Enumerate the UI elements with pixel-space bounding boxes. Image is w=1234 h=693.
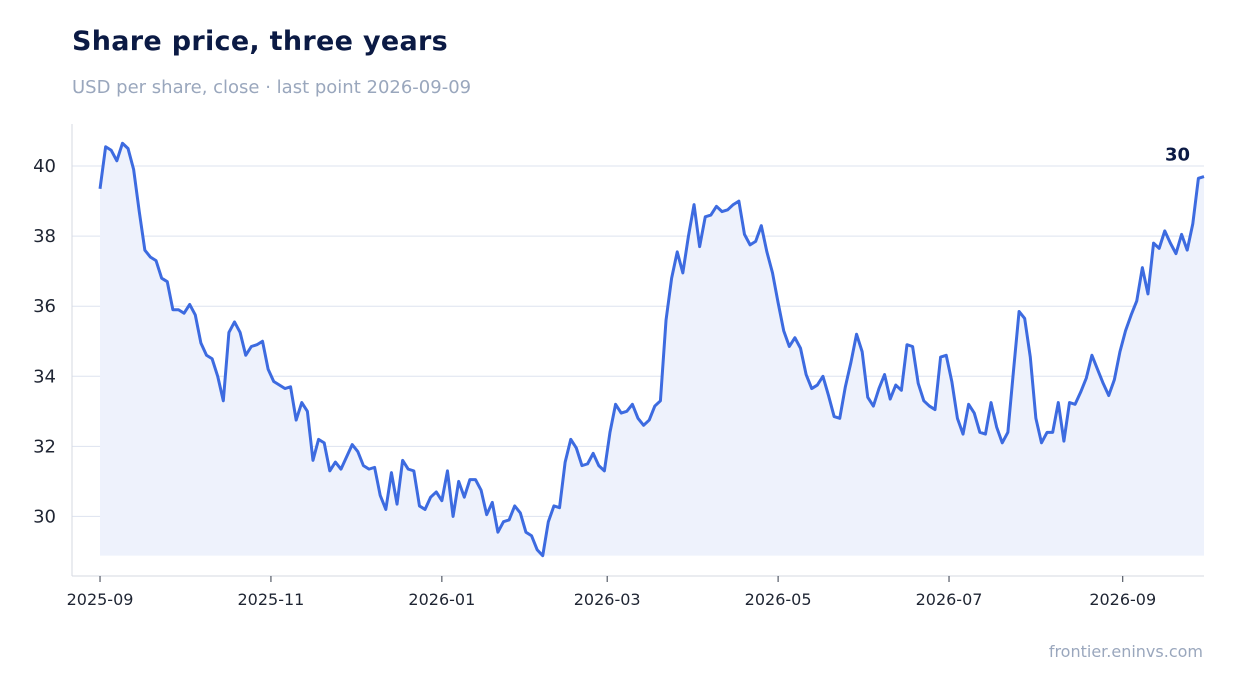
series-area <box>100 143 1205 556</box>
y-tick-label: 36 <box>33 296 56 317</box>
chart-subtitle: USD per share, close · last point 2026-0… <box>72 77 472 98</box>
x-tick-label: 2026-07 <box>916 590 983 609</box>
x-tick-label: 2026-03 <box>574 590 641 609</box>
source-attribution: frontier.eninvs.com <box>1048 642 1203 661</box>
x-tick-label: 2025-09 <box>67 590 134 609</box>
y-tick-label: 38 <box>33 226 56 247</box>
series-line <box>98 141 1205 558</box>
x-tick-label: 2026-01 <box>408 590 475 609</box>
end-value-label: 30 <box>1165 145 1190 166</box>
x-tick-label: 2026-05 <box>745 590 812 609</box>
y-tick-label: 30 <box>33 506 56 527</box>
x-tick-label: 2026-09 <box>1089 590 1156 609</box>
y-tick-label: 34 <box>33 366 56 387</box>
chart-title: Share price, three years <box>72 26 448 57</box>
y-tick-label: 40 <box>33 156 56 177</box>
y-tick-label: 32 <box>33 436 56 457</box>
x-tick-label: 2025-11 <box>238 590 305 609</box>
